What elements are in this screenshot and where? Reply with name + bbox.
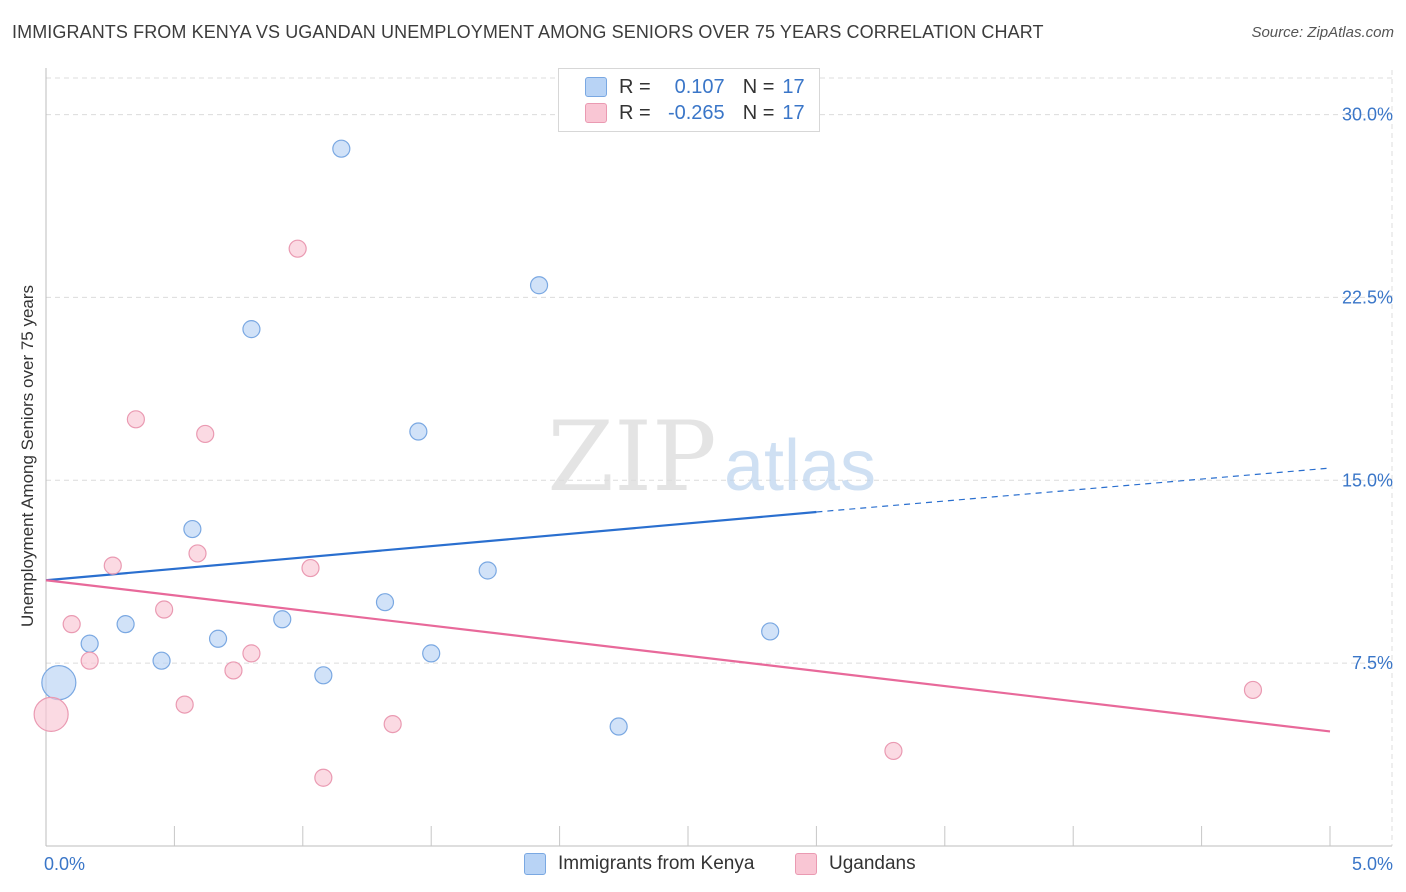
kenya-point [41,665,77,701]
ugandans-point [175,695,194,714]
ugandans-point [62,615,81,634]
ugandans-point [301,558,320,578]
ugandans-point [314,768,333,787]
ugandans-point [884,741,903,761]
y-tick-label: 15.0% [1342,470,1393,490]
ugandans-trend-line [45,579,1331,733]
x-tick-label-min: 0.0% [44,854,85,874]
chart-title: IMMIGRANTS FROM KENYA VS UGANDAN UNEMPLO… [12,22,1044,42]
ugandans-point [196,424,215,444]
ugandans-r-value: -0.265 [667,101,725,124]
kenya-point [116,615,135,634]
kenya-r-label: R = [619,75,651,98]
kenya-point [375,593,395,612]
kenya-trend-line [45,510,817,582]
legend-row-ugandans: R = -0.265 N = 17 [585,101,805,125]
ugandans-point [80,651,99,670]
kenya-point [273,610,292,629]
kenya-point [529,276,549,295]
kenya-point [761,622,780,641]
source-label: Source: ZipAtlas.com [1251,24,1394,41]
kenya-point [152,651,171,670]
legend-row-kenya: R = 0.107 N = 17 [585,75,805,99]
ugandans-r-label: R = [619,101,651,124]
kenya-swatch [585,77,607,97]
kenya-point [242,320,261,339]
y-tick-label: 7.5% [1352,653,1393,673]
kenya-point [208,629,228,648]
kenya-point [183,519,202,539]
kenya-point [332,139,351,158]
ugandans-point [224,661,243,680]
ugandans-n-label: N = [742,101,775,124]
y-tick-label: 22.5% [1342,287,1393,307]
legend-ugandans: Ugandans [795,852,916,876]
y-tick-label: 30.0% [1342,105,1393,125]
legend-kenya-label: Immigrants from Kenya [558,853,755,874]
ugandans-point [383,714,402,734]
ugandans-point [288,239,307,258]
ugandans-n-value: 17 [782,101,805,124]
watermark-zip: ZIP [547,401,716,513]
ugandans-swatch [585,103,607,123]
ugandans-point [188,544,207,563]
kenya-r-value: 0.107 [674,75,725,98]
kenya-n-value: 17 [782,75,805,98]
kenya-point [422,644,441,663]
kenya-point [409,422,428,441]
x-tick-label-max: 5.0% [1352,854,1393,874]
ugandans-point [1243,680,1263,700]
stats-legend: R = 0.107 N = 17 R = -0.265 N = 17 [558,68,820,132]
ugandans-point [33,696,69,732]
ugandans-point [126,410,145,429]
kenya-point [478,561,497,580]
legend-kenya-swatch [524,853,546,875]
ugandans-point [155,600,174,619]
kenya-point [80,634,99,653]
kenya-trend-line-extension [816,467,1331,513]
kenya-point [609,717,628,736]
legend-kenya: Immigrants from Kenya [524,852,754,876]
kenya-point [314,666,333,685]
legend-ugandans-label: Ugandans [829,853,916,874]
kenya-n-label: N = [742,75,775,98]
ugandans-point [242,644,261,663]
legend-ugandans-swatch [795,853,817,875]
y-axis-title: Unemployment Among Seniors over 75 years [18,284,37,628]
ugandans-point [103,556,122,575]
watermark-atlas: atlas [724,426,876,506]
